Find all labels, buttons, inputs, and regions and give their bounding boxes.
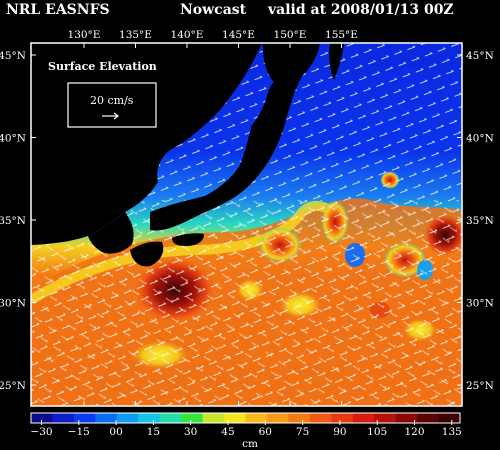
colorbar: −30 −15 00 15 30 45 60 75 90 105 120 135 bbox=[30, 412, 462, 438]
colorbar-tick-label: −30 bbox=[30, 426, 52, 438]
longitude-label: 130°E bbox=[68, 29, 101, 41]
colorbar-segment bbox=[202, 413, 225, 423]
colorbar-segment bbox=[245, 413, 268, 423]
colorbar-segment bbox=[352, 413, 375, 423]
colorbar-segment bbox=[224, 413, 246, 423]
longitude-label: 150°E bbox=[274, 29, 307, 41]
colorbar-segment bbox=[288, 413, 311, 423]
colorbar-tick-label: 120 bbox=[404, 426, 424, 438]
longitude-labels: 130°E 135°E 140°E 145°E 150°E 155°E bbox=[68, 29, 358, 406]
longitude-label: 155°E bbox=[325, 29, 358, 41]
sakhalin-land bbox=[329, 43, 344, 80]
colorbar-segment bbox=[309, 413, 332, 423]
colorbar-tick-label: 135 bbox=[442, 426, 462, 438]
latitude-label: 45°N bbox=[0, 50, 26, 62]
latitude-label: 35°N bbox=[0, 215, 26, 227]
colorbar-segment bbox=[417, 413, 440, 423]
latitude-label: 30°N bbox=[0, 298, 26, 310]
reference-speed: 20 cm/s bbox=[90, 94, 134, 107]
colorbar-frame bbox=[30, 412, 461, 424]
colorbar-segment bbox=[73, 413, 96, 423]
japan-land bbox=[150, 43, 318, 231]
longitude-label: 140°E bbox=[171, 29, 204, 41]
colorbar-segment bbox=[438, 413, 461, 423]
colorbar-tick-label: 30 bbox=[184, 426, 197, 438]
reference-vector-box bbox=[67, 82, 157, 128]
latitude-labels-right: 45°N 40°N 35°N 30°N 25°N bbox=[457, 50, 494, 392]
colorbar-tick-label: −15 bbox=[68, 426, 90, 438]
latitude-label: 25°N bbox=[466, 380, 494, 392]
latitude-label: 35°N bbox=[466, 215, 494, 227]
colorbar-tick-label: 90 bbox=[333, 426, 346, 438]
colorbar-segment bbox=[331, 413, 354, 423]
shikoku-land bbox=[172, 233, 204, 246]
colorbar-tick-label: 00 bbox=[109, 426, 122, 438]
colorbar-segment bbox=[374, 413, 397, 423]
kyushu-land bbox=[130, 241, 164, 267]
longitude-label: 145°E bbox=[222, 29, 255, 41]
product-title: Nowcast bbox=[180, 2, 247, 18]
colorbar-unit: cm bbox=[242, 438, 258, 450]
map-border bbox=[30, 42, 463, 407]
colorbar-segment bbox=[395, 413, 418, 423]
legend-title: Surface Elevation bbox=[48, 60, 157, 73]
latitude-label: 45°N bbox=[466, 50, 494, 62]
longitude-label: 135°E bbox=[119, 29, 152, 41]
latitude-label: 30°N bbox=[466, 298, 494, 310]
korea-land bbox=[88, 212, 134, 254]
model-title: NRL EASNFS bbox=[6, 2, 110, 18]
colorbar-segment bbox=[31, 413, 53, 423]
colorbar-segment bbox=[138, 413, 161, 423]
colorbar-segment bbox=[116, 413, 139, 423]
colorbar-tick-label: 45 bbox=[221, 426, 234, 438]
colorbar-segment bbox=[159, 413, 182, 423]
colorbar-segment bbox=[266, 413, 289, 423]
legend-inset: Surface Elevation 20 cm/s bbox=[48, 60, 157, 128]
latitude-labels-left: 45°N 40°N 35°N 30°N 25°N bbox=[0, 50, 36, 392]
colorbar-segment bbox=[181, 413, 204, 423]
hokkaido-land bbox=[262, 43, 320, 86]
latitude-label: 25°N bbox=[0, 380, 26, 392]
colorbar-tick-label: 15 bbox=[147, 426, 160, 438]
colorbar-tick-label: 105 bbox=[367, 426, 387, 438]
colorbar-segment bbox=[95, 413, 118, 423]
latitude-label: 40°N bbox=[0, 133, 26, 145]
colorbar-tick-label: 75 bbox=[296, 426, 309, 438]
latitude-label: 40°N bbox=[466, 133, 494, 145]
colorbar-segment bbox=[52, 413, 75, 423]
valid-time: valid at 2008/01/13 00Z bbox=[268, 2, 454, 18]
colorbar-tick-label: 60 bbox=[259, 426, 272, 438]
